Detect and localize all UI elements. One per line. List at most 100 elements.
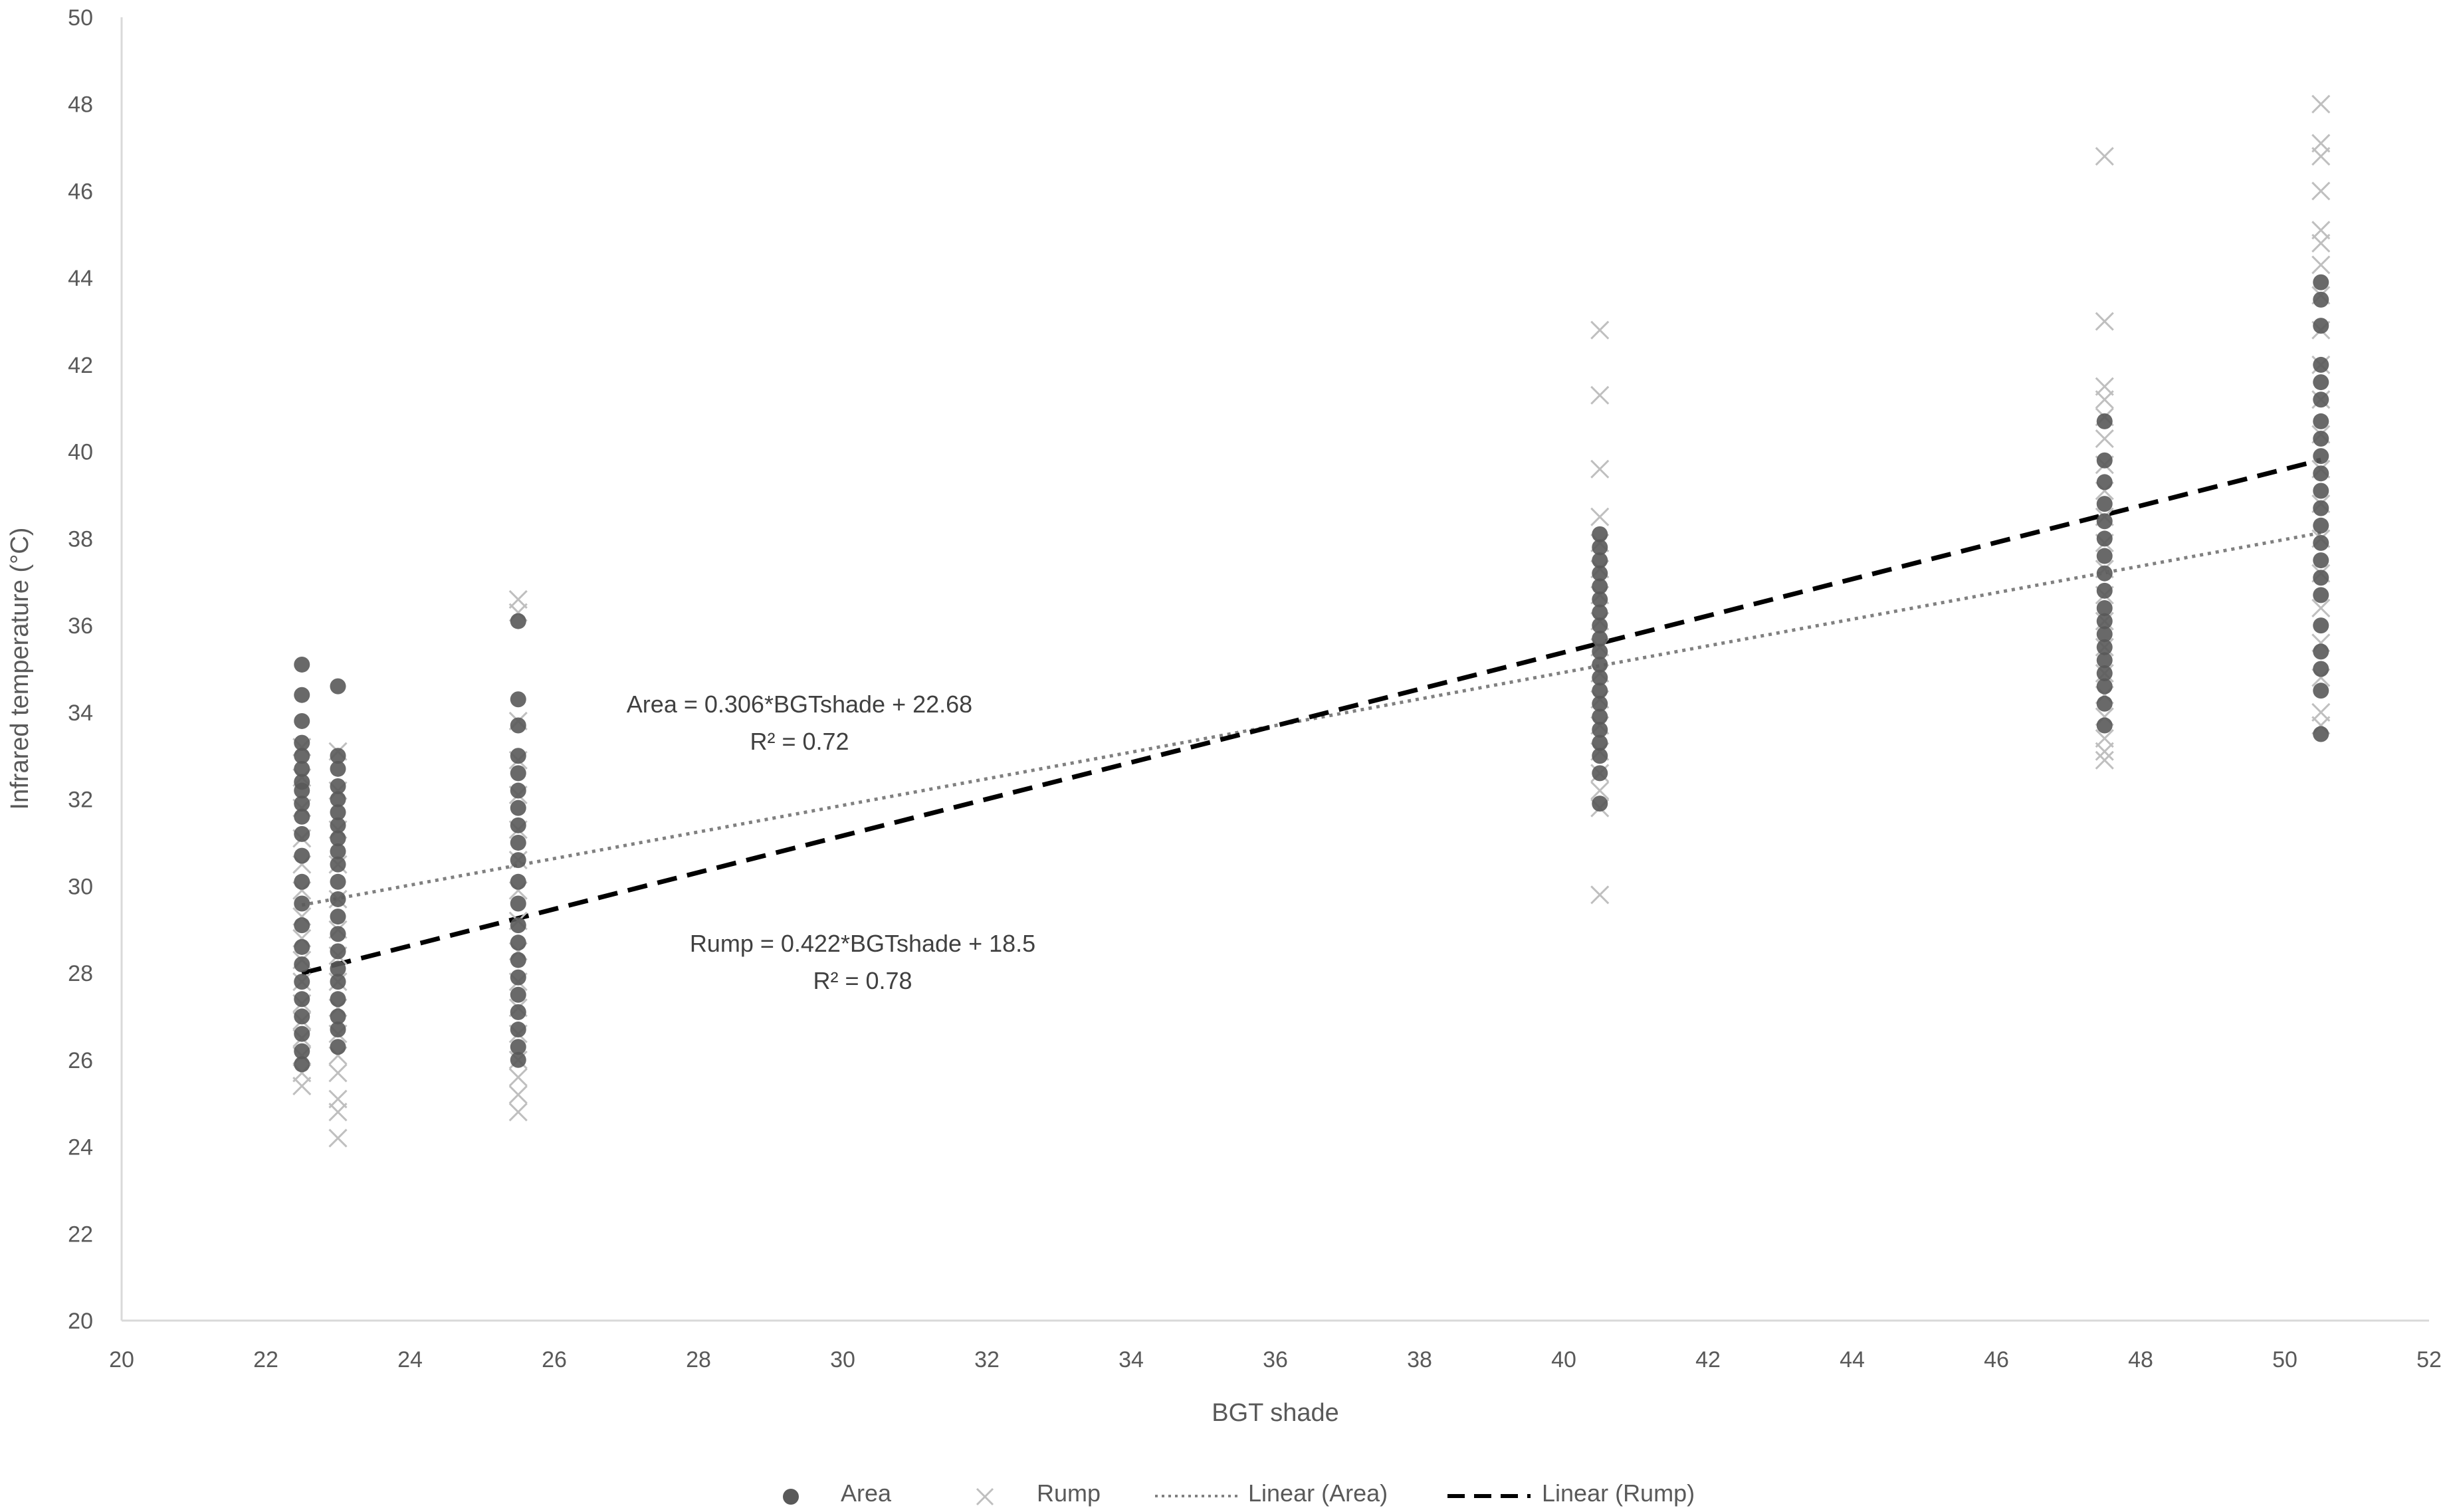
area-point	[330, 891, 346, 907]
x-tick-label: 50	[2272, 1347, 2297, 1372]
rump-point	[2311, 702, 2331, 722]
area-point	[2096, 474, 2113, 490]
rump-point	[2095, 147, 2114, 166]
y-tick-label: 28	[68, 961, 93, 986]
rump-point	[2311, 134, 2331, 153]
x-tick-label: 46	[1984, 1347, 2009, 1372]
area-point	[330, 1008, 346, 1025]
area-point	[1592, 526, 1608, 542]
area-point	[294, 808, 310, 825]
area-point	[330, 991, 346, 1008]
area-point	[294, 748, 310, 764]
area-point	[2313, 500, 2329, 516]
area-point	[2313, 483, 2329, 499]
area-point	[2096, 513, 2113, 530]
area-point	[2096, 582, 2113, 599]
area-point	[330, 909, 346, 925]
area-point	[294, 1056, 310, 1073]
area-point	[294, 734, 310, 751]
trendlines	[301, 457, 2322, 976]
rump-point	[2095, 729, 2114, 748]
area-point	[294, 1008, 310, 1025]
x-tick-label: 26	[542, 1347, 567, 1372]
area-point	[510, 1022, 526, 1038]
area-point	[2313, 356, 2329, 373]
rump-point	[2311, 233, 2331, 253]
area-point	[294, 956, 310, 972]
area-point	[294, 991, 310, 1008]
y-tick-label: 44	[68, 266, 93, 291]
y-tick-label: 38	[68, 526, 93, 552]
x-tick-label: 38	[1407, 1347, 1432, 1372]
area-point	[2313, 617, 2329, 634]
y-tick-label: 40	[68, 440, 93, 465]
rump-r2: R² = 0.78	[813, 967, 912, 994]
x-tick-label: 30	[830, 1347, 855, 1372]
area-point	[294, 974, 310, 990]
area-point	[2313, 570, 2329, 586]
area-point	[1592, 796, 1608, 812]
x-tick-label: 28	[686, 1347, 711, 1372]
rump-point	[2095, 742, 2114, 761]
rump-point	[328, 1089, 348, 1109]
area-point	[510, 1039, 526, 1055]
area-point	[330, 748, 346, 764]
x-tick-label: 32	[974, 1347, 1000, 1372]
area-point	[294, 917, 310, 934]
area-point	[330, 760, 346, 777]
area-point	[1592, 656, 1608, 673]
area-point	[1592, 683, 1608, 699]
area-point	[510, 782, 526, 799]
rump-point	[2095, 390, 2114, 409]
area-point	[294, 782, 310, 799]
y-tick-label: 50	[68, 5, 93, 31]
area-point	[2096, 639, 2113, 655]
x-axis-title: BGT shade	[1212, 1399, 1339, 1427]
area-point	[1592, 630, 1608, 647]
area-point	[2313, 448, 2329, 465]
area-point	[330, 830, 346, 847]
area-point	[510, 717, 526, 734]
rump-point	[328, 1103, 348, 1122]
area-point	[2313, 683, 2329, 699]
rump-point	[1590, 507, 1610, 526]
area-point	[2313, 274, 2329, 290]
area-point	[330, 817, 346, 833]
area-point	[510, 1004, 526, 1020]
area-point	[1592, 643, 1608, 660]
area-point	[510, 691, 526, 708]
rump-point	[2311, 221, 2331, 240]
area-point	[294, 938, 310, 955]
area-point	[2313, 465, 2329, 482]
area-point	[1592, 565, 1608, 582]
area-point	[510, 800, 526, 816]
area-point	[2313, 413, 2329, 429]
y-tick-label: 34	[68, 701, 93, 726]
x-tick-label: 48	[2128, 1347, 2153, 1372]
area-point	[2313, 643, 2329, 660]
area-point	[330, 974, 346, 990]
x-tick-label: 36	[1263, 1347, 1288, 1372]
rump-point	[2095, 750, 2114, 770]
area-point	[294, 825, 310, 842]
area-r2: R² = 0.72	[750, 728, 849, 755]
legend-rump-marker	[976, 1487, 994, 1506]
y-tick-label: 30	[68, 874, 93, 899]
area-point	[330, 791, 346, 808]
area-point	[2313, 517, 2329, 534]
area-point	[510, 613, 526, 629]
legend-area-label: Area	[841, 1479, 892, 1507]
legend: Area Rump Linear (Area) Linear (Rump)	[783, 1479, 1695, 1507]
area-point	[510, 895, 526, 912]
area-point	[510, 834, 526, 851]
area-point	[1592, 708, 1608, 725]
area-point	[294, 847, 310, 864]
rump-point	[292, 1076, 312, 1096]
area-point	[510, 852, 526, 869]
y-tick-label: 22	[68, 1222, 93, 1247]
area-point	[330, 804, 346, 821]
x-tick-label: 22	[253, 1347, 278, 1372]
area-point	[330, 873, 346, 890]
y-tick-labels: 20 22 24 26 28 30 32 34 36 38 40 42 44 46 48 50	[68, 5, 93, 1334]
